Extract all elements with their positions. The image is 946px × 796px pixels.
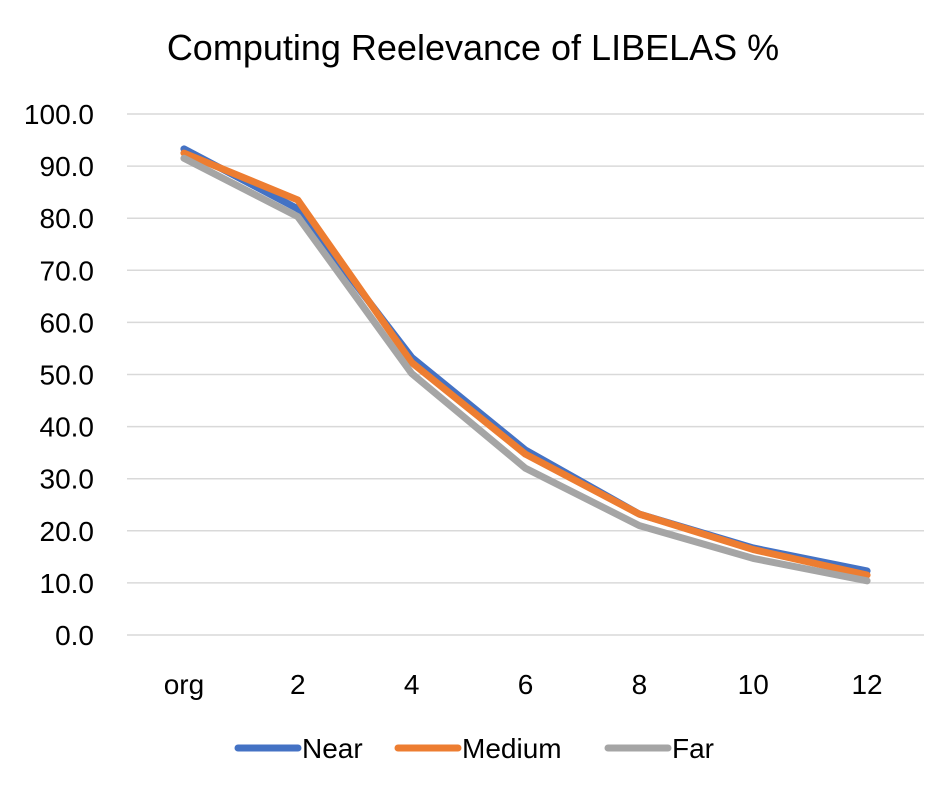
chart-title: Computing Reelevance of LIBELAS % xyxy=(167,27,779,68)
legend-label-far: Far xyxy=(672,733,714,764)
x-tick-label: 4 xyxy=(404,669,420,700)
legend: Near Medium Far xyxy=(234,733,714,764)
data-point-far xyxy=(522,465,529,472)
y-tick-label: 20.0 xyxy=(40,516,95,547)
data-point-far xyxy=(294,213,301,220)
data-point-medium xyxy=(636,511,643,518)
data-point-medium xyxy=(864,572,871,579)
x-axis-tick-labels: org 2 4 6 8 10 12 xyxy=(164,669,883,700)
x-tick-label: org xyxy=(164,669,204,700)
y-tick-label: 10.0 xyxy=(40,568,95,599)
data-point-far xyxy=(408,370,415,377)
x-tick-label: 6 xyxy=(518,669,534,700)
legend-label-near: Near xyxy=(302,733,363,764)
data-point-far xyxy=(864,577,871,584)
y-tick-label: 50.0 xyxy=(40,360,95,391)
gridlines xyxy=(127,113,924,636)
series-line-medium xyxy=(180,149,871,579)
x-tick-label: 10 xyxy=(738,669,769,700)
y-axis-tick-labels: 0.0 10.0 20.0 30.0 40.0 50.0 60.0 70.0 80.0 90.0 1… xyxy=(24,99,94,651)
y-tick-label: 40.0 xyxy=(40,412,95,443)
y-tick-label: 30.0 xyxy=(40,464,95,495)
data-point-medium xyxy=(180,150,187,157)
y-tick-label: 0.0 xyxy=(55,620,94,651)
data-point-medium xyxy=(408,359,415,366)
y-tick-label: 70.0 xyxy=(40,255,95,286)
x-tick-label: 2 xyxy=(290,669,306,700)
data-point-far xyxy=(636,522,643,529)
y-tick-label: 100.0 xyxy=(24,99,94,130)
legend-label-medium: Medium xyxy=(462,733,562,764)
x-tick-label: 8 xyxy=(632,669,648,700)
y-tick-label: 90.0 xyxy=(40,151,95,182)
data-point-far xyxy=(750,555,757,562)
y-tick-label: 80.0 xyxy=(40,203,95,234)
x-tick-label: 12 xyxy=(851,669,882,700)
data-point-medium xyxy=(750,546,757,553)
series-lines xyxy=(180,145,871,585)
y-tick-label: 60.0 xyxy=(40,307,95,338)
data-point-medium xyxy=(522,451,529,458)
series-line-far xyxy=(180,154,871,585)
data-point-far xyxy=(180,155,187,162)
data-point-medium xyxy=(294,196,301,203)
